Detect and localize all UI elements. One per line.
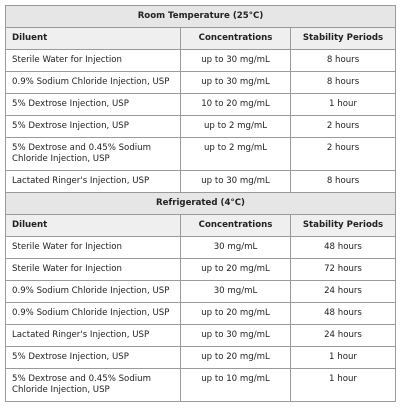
cell: 1 hour (290, 368, 396, 402)
cell: 2 hours (290, 115, 396, 138)
cell: 5% Dextrose and 0.45% Sodium Chloride In… (5, 368, 181, 402)
cell: 5% Dextrose Injection, USP (5, 93, 181, 116)
section-title-row: Room Temperature (25°C) (5, 5, 396, 28)
cell: 0.9% Sodium Chloride Injection, USP (5, 71, 181, 94)
data-row: 0.9% Sodium Chloride Injection, USP up to… (5, 71, 396, 94)
data-row: 5% Dextrose Injection, USP up to 20 mg/mL… (5, 346, 396, 369)
cell: up to 2 mg/mL (180, 137, 291, 171)
cell: 24 hours (290, 280, 396, 303)
cell: 5% Dextrose and 0.45% Sodium Chloride In… (5, 137, 181, 171)
header-cell: Concentrations (180, 27, 291, 50)
section-title-row: Refrigerated (4°C) (5, 192, 396, 215)
stability-table: Room Temperature (25°C) Diluent Concentrat… (5, 5, 396, 402)
cell: up to 20 mg/mL (180, 302, 291, 325)
cell: 48 hours (290, 236, 396, 259)
data-row: Lactated Ringer's Injection, USP up to 30… (5, 170, 396, 193)
section-title: Room Temperature (25°C) (5, 5, 396, 28)
cell: up to 30 mg/mL (180, 324, 291, 347)
cell: 30 mg/mL (180, 236, 291, 259)
data-row: Sterile Water for Injection 30 mg/mL 48 ho… (5, 236, 396, 259)
header-row: Diluent Concentrations Stability Periods (5, 27, 396, 50)
data-row: Sterile Water for Injection up to 20 mg/m… (5, 258, 396, 281)
cell: 5% Dextrose Injection, USP (5, 346, 181, 369)
cell: 30 mg/mL (180, 280, 291, 303)
cell: 0.9% Sodium Chloride Injection, USP (5, 280, 181, 303)
cell: 5% Dextrose Injection, USP (5, 115, 181, 138)
cell: 0.9% Sodium Chloride Injection, USP (5, 302, 181, 325)
cell: up to 30 mg/mL (180, 71, 291, 94)
cell: up to 30 mg/mL (180, 49, 291, 72)
cell: 1 hour (290, 93, 396, 116)
data-row: 5% Dextrose and 0.45% Sodium Chloride In… (5, 368, 396, 402)
cell: up to 30 mg/mL (180, 170, 291, 193)
cell: 1 hour (290, 346, 396, 369)
data-row: Sterile Water for Injection up to 30 mg/m… (5, 49, 396, 72)
data-row: 5% Dextrose and 0.45% Sodium Chloride In… (5, 137, 396, 171)
cell: 8 hours (290, 170, 396, 193)
cell: up to 20 mg/mL (180, 346, 291, 369)
cell: 72 hours (290, 258, 396, 281)
data-row: 5% Dextrose Injection, USP up to 2 mg/mL 2… (5, 115, 396, 138)
section-title: Refrigerated (4°C) (5, 192, 396, 215)
header-cell: Diluent (5, 27, 181, 50)
header-cell: Stability Periods (290, 214, 396, 237)
cell: 2 hours (290, 137, 396, 171)
header-cell: Concentrations (180, 214, 291, 237)
cell: 8 hours (290, 49, 396, 72)
data-row: 0.9% Sodium Chloride Injection, USP 30 mg… (5, 280, 396, 303)
data-row: 5% Dextrose Injection, USP 10 to 20 mg/mL… (5, 93, 396, 116)
header-row: Diluent Concentrations Stability Periods (5, 214, 396, 237)
data-row: Lactated Ringer's Injection, USP up to 30… (5, 324, 396, 347)
cell: 24 hours (290, 324, 396, 347)
cell: Lactated Ringer's Injection, USP (5, 170, 181, 193)
cell: up to 20 mg/mL (180, 258, 291, 281)
cell: 48 hours (290, 302, 396, 325)
cell: Sterile Water for Injection (5, 236, 181, 259)
header-cell: Diluent (5, 214, 181, 237)
cell: Sterile Water for Injection (5, 49, 181, 72)
cell: Lactated Ringer's Injection, USP (5, 324, 181, 347)
header-cell: Stability Periods (290, 27, 396, 50)
cell: up to 10 mg/mL (180, 368, 291, 402)
data-row: 0.9% Sodium Chloride Injection, USP up to… (5, 302, 396, 325)
cell: up to 2 mg/mL (180, 115, 291, 138)
cell: 10 to 20 mg/mL (180, 93, 291, 116)
cell: 8 hours (290, 71, 396, 94)
cell: Sterile Water for Injection (5, 258, 181, 281)
